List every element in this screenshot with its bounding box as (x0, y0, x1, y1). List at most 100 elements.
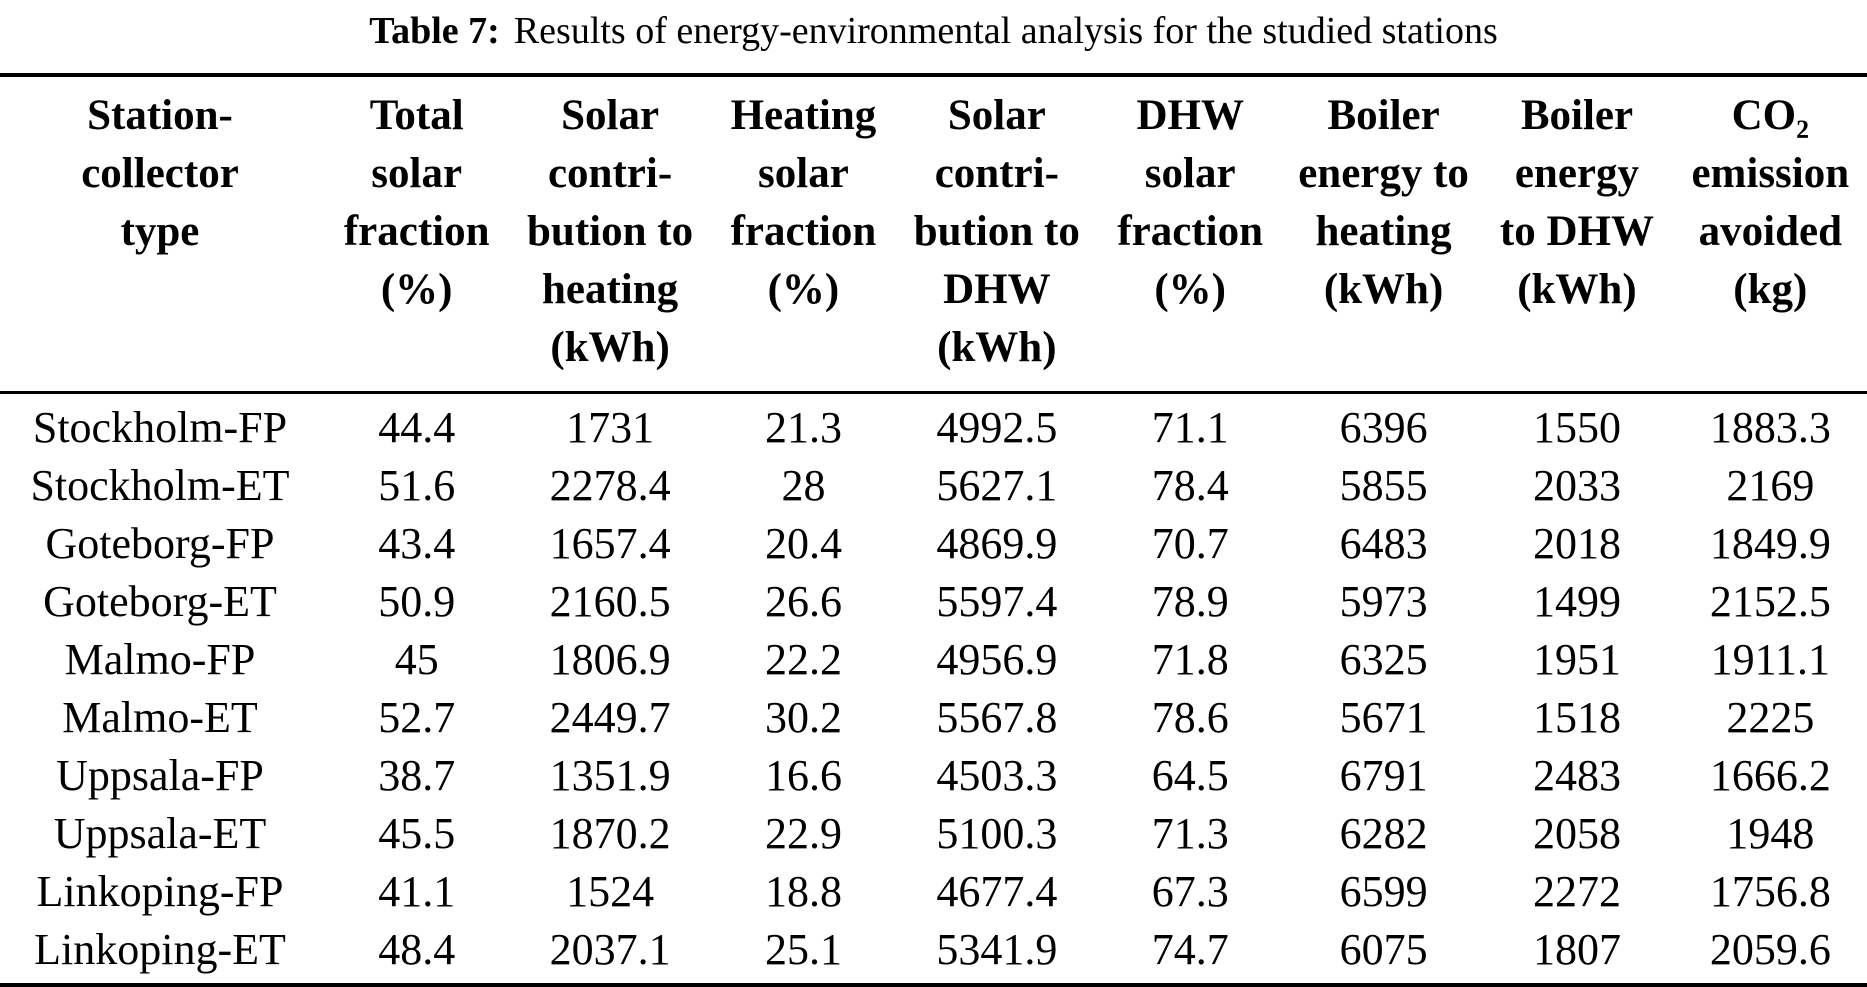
value-cell: 22.2 (764, 635, 842, 684)
station-name-cell: Goteborg-FP (45, 519, 275, 568)
value-cell: 6599 (1339, 867, 1428, 916)
table-caption-label: Table 7: (369, 10, 500, 52)
column-header-line: (kWh) (1517, 266, 1637, 313)
value-cell: 1849.9 (1709, 519, 1831, 568)
column-header-line: (%) (1154, 266, 1226, 313)
value-cell: 1657.4 (549, 519, 671, 568)
value-cell: 4956.9 (936, 635, 1058, 684)
value-cell: 2449.7 (549, 693, 671, 742)
value-cell: 67.3 (1151, 867, 1229, 916)
column-header-line: type (120, 208, 200, 255)
value-cell: 4503.3 (936, 751, 1058, 800)
column-header-dhw-solar-fraction: DHW solar fraction (%) (1093, 75, 1287, 394)
value-cell: 2483 (1532, 751, 1621, 800)
value-cell: 2225 (1726, 693, 1815, 742)
value-cell: 1518 (1532, 693, 1621, 742)
table-body: Stockholm-FP 44.4 1731 21.3 4992.5 71.1 6396 15… (0, 393, 1867, 986)
value-cell: 5567.8 (936, 693, 1058, 742)
table-row: Stockholm-ET 51.6 2278.4 28 5627.1 78.4 5855 20… (0, 457, 1867, 515)
results-table: Station-collector type Total solar fraction (… (0, 73, 1867, 987)
column-header-boiler-energy-heating: Boiler energy to heating (kWh) (1286, 75, 1481, 394)
table-row: Linkoping-ET 48.4 2037.1 25.1 5341.9 74.7 6075… (0, 921, 1867, 985)
column-header-line: fraction (1117, 208, 1264, 255)
value-cell: 2033 (1532, 461, 1621, 510)
column-header-line: heating (1315, 208, 1452, 255)
value-cell: 1870.2 (549, 809, 671, 858)
table-row: Malmo-FP 45 1806.9 22.2 4956.9 71.8 6325 1951 19… (0, 631, 1867, 689)
column-header-line: solar (758, 150, 849, 197)
column-header-line: Station- (87, 92, 233, 139)
column-header-line: energy (1514, 150, 1640, 197)
table-row: Goteborg-ET 50.9 2160.5 26.6 5597.4 78.9 5973 1… (0, 573, 1867, 631)
column-header-line: contri- (934, 150, 1059, 197)
value-cell: 38.7 (378, 751, 456, 800)
column-header-heating-solar-fraction: Heating solar fraction (%) (706, 75, 901, 394)
value-cell: 48.4 (378, 925, 456, 974)
table-caption-text: Results of energy-environmental analysis… (513, 10, 1498, 52)
column-header-line: Total (369, 92, 464, 139)
column-header-solar-contribution-dhw: Solar contri-bution to DHW (kWh) (900, 75, 1094, 394)
column-header-line: (kWh) (1323, 266, 1444, 313)
value-cell: 5100.3 (936, 809, 1058, 858)
value-cell: 2278.4 (549, 461, 671, 510)
value-cell: 5671 (1339, 693, 1428, 742)
station-name-cell: Stockholm-FP (32, 403, 288, 452)
column-header-line: DHW (943, 266, 1051, 313)
value-cell: 45.5 (378, 809, 456, 858)
table-row: Stockholm-FP 44.4 1731 21.3 4992.5 71.1 6396 15… (0, 393, 1867, 458)
value-cell: 1351.9 (549, 751, 671, 800)
value-cell: 1883.3 (1709, 403, 1831, 452)
value-cell: 5341.9 (936, 925, 1058, 974)
column-header-line: CO₂ (1731, 92, 1810, 139)
value-cell: 64.5 (1151, 751, 1229, 800)
station-name-cell: Malmo-ET (62, 693, 258, 742)
value-cell: 2272 (1532, 867, 1621, 916)
column-header-line: to DHW (1499, 208, 1654, 255)
value-cell: 71.1 (1151, 403, 1229, 452)
value-cell: 50.9 (378, 577, 456, 626)
table-row: Malmo-ET 52.7 2449.7 30.2 5567.8 78.6 5671 1518… (0, 689, 1867, 747)
value-cell: 2059.6 (1709, 925, 1831, 974)
column-header-co2-emission-avoided: CO₂ emission avoided (kg) (1673, 75, 1867, 394)
column-header-line: Solar (947, 92, 1046, 139)
value-cell: 16.6 (764, 751, 842, 800)
value-cell: 4869.9 (936, 519, 1058, 568)
column-header-solar-contribution-heating: Solar contri-bution to heating (kWh) (513, 75, 707, 394)
value-cell: 5627.1 (936, 461, 1058, 510)
column-header-line: heating (541, 266, 679, 313)
value-cell: 30.2 (764, 693, 842, 742)
column-header-line: emission (1691, 150, 1850, 197)
station-name-cell: Uppsala-ET (53, 809, 267, 858)
value-cell: 26.6 (764, 577, 842, 626)
column-header-line: (kWh) (550, 324, 670, 371)
value-cell: 2058 (1532, 809, 1621, 858)
value-cell: 2152.5 (1709, 577, 1831, 626)
station-name-cell: Uppsala-FP (56, 751, 264, 800)
value-cell: 78.9 (1151, 577, 1229, 626)
table-caption: Table 7: Results of energy-environmental … (0, 0, 1867, 54)
column-header-line: bution to (913, 208, 1080, 255)
column-header-line: collector (81, 150, 239, 197)
table-row: Uppsala-FP 38.7 1351.9 16.6 4503.3 64.5 6791 24… (0, 747, 1867, 805)
value-cell: 45 (394, 635, 439, 684)
column-header-line: solar (1144, 150, 1236, 197)
value-cell: 6483 (1339, 519, 1428, 568)
value-cell: 6791 (1339, 751, 1428, 800)
value-cell: 44.4 (378, 403, 456, 452)
table-row: Uppsala-ET 45.5 1870.2 22.9 5100.3 71.3 6282 20… (0, 805, 1867, 863)
value-cell: 6075 (1339, 925, 1428, 974)
value-cell: 1948 (1726, 809, 1815, 858)
column-header-line: (%) (767, 266, 840, 313)
column-header-line: (kg) (1733, 266, 1808, 313)
value-cell: 52.7 (378, 693, 456, 742)
value-cell: 2018 (1532, 519, 1621, 568)
station-name-cell: Linkoping-ET (34, 925, 286, 974)
header-row: Station-collector type Total solar fraction (… (0, 75, 1867, 394)
value-cell: 70.7 (1151, 519, 1229, 568)
column-header-line: contri- (547, 150, 673, 197)
station-name-cell: Stockholm-ET (30, 461, 290, 510)
column-header-line: (kWh) (937, 324, 1057, 371)
value-cell: 4677.4 (936, 867, 1058, 916)
value-cell: 1951 (1532, 635, 1621, 684)
column-header-line: DHW (1136, 92, 1244, 139)
